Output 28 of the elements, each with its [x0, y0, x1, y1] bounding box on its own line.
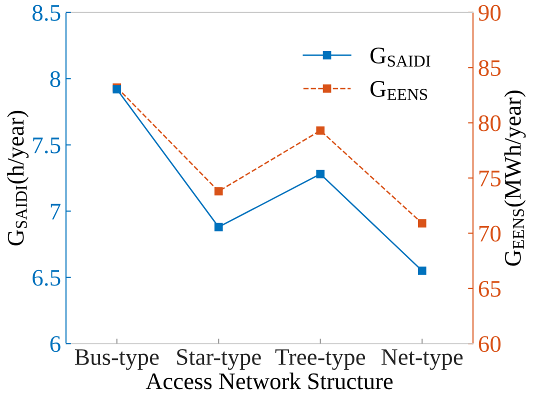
y-tick-label: 6.5	[32, 270, 60, 286]
point	[316, 126, 325, 135]
y2-tick-label: 80	[478, 115, 501, 132]
y2-tick-label: 60	[478, 336, 501, 352]
y-axis-title: G$_{SAIDI}$(h/year)	[7, 110, 29, 246]
x-axis-title: Access Network Structure	[146, 372, 393, 390]
y2-tick-label: 85	[478, 60, 501, 76]
y2-tick-label: 75	[479, 170, 501, 186]
point	[418, 266, 426, 275]
legend-label: G$_{SAIDI}$	[370, 48, 430, 67]
y-tick-label: 8	[50, 71, 60, 88]
point	[418, 219, 426, 228]
x-tick-label: Star-type	[177, 349, 261, 370]
x-tick-label: Tree-type	[275, 349, 366, 370]
point	[316, 170, 325, 178]
x-tick-label: Bus-type	[74, 349, 159, 370]
y-tick-label: 7.5	[33, 138, 60, 154]
y2-tick-label: 65	[478, 280, 501, 297]
x-tick-label: Net-type	[382, 349, 463, 370]
y2-axis-title: G$_{EENS}$(MWh/year)	[504, 90, 526, 266]
y2-tick-label: 90	[478, 4, 501, 21]
y-tick-label: 7	[50, 204, 60, 220]
y-tick-label: 6	[50, 336, 60, 352]
legend-label: G$_{EENS}$	[370, 80, 428, 100]
point	[214, 187, 223, 196]
y2-tick-label: 70	[479, 226, 501, 242]
y-tick-label: 8.5	[32, 4, 60, 21]
point	[214, 222, 223, 232]
